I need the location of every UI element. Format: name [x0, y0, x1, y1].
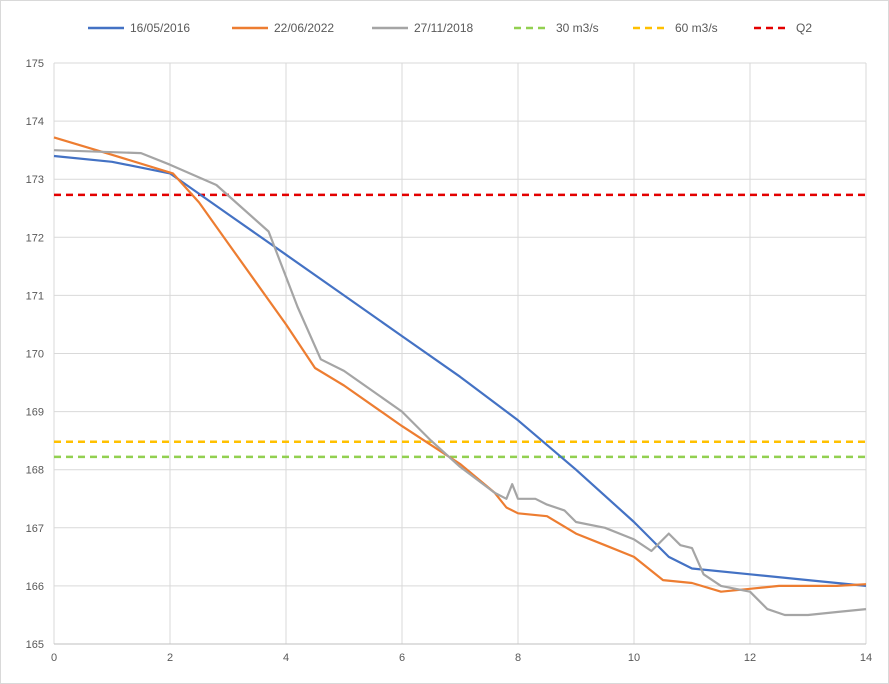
y-tick-label: 165	[26, 639, 44, 651]
y-tick-label: 171	[26, 290, 44, 302]
y-tick-label: 170	[26, 349, 44, 361]
series-layer	[53, 136, 867, 617]
legend-item-5: 60 m3/s	[633, 21, 718, 35]
y-tick-label: 175	[26, 58, 44, 70]
legend-label: 27/11/2018	[414, 21, 473, 35]
x-tick-label: 0	[51, 652, 57, 664]
x-tick-label: 8	[515, 652, 521, 664]
x-tick-label: 14	[860, 652, 872, 664]
legend-label: 60 m3/s	[675, 21, 718, 35]
grid-layer	[53, 62, 867, 645]
legend-label: Q2	[796, 21, 812, 35]
y-tick-label: 174	[26, 116, 44, 128]
series-line-2	[53, 136, 867, 593]
axis-layer: 165 166 167 168 169 170 171 172 173 174 175 0 2 4 6 8 10…	[26, 58, 872, 664]
x-tick-label: 4	[283, 652, 289, 664]
x-tick-label: 10	[628, 652, 640, 664]
y-tick-label: 168	[26, 465, 44, 477]
legend-item-1: 16/05/2016	[88, 21, 190, 35]
legend: 16/05/2016 22/06/2022 27/11/2018 30 m3/s 60 …	[88, 21, 812, 35]
x-tick-label: 6	[399, 652, 405, 664]
x-tick-label: 2	[167, 652, 173, 664]
series-line-1	[53, 154, 867, 587]
legend-label: 16/05/2016	[130, 21, 190, 35]
y-tick-label: 173	[26, 174, 44, 186]
y-tick-label: 169	[26, 407, 44, 419]
legend-item-4: 30 m3/s	[514, 21, 599, 35]
series-line-3	[53, 149, 867, 617]
legend-item-3: 27/11/2018	[372, 21, 473, 35]
legend-label: 22/06/2022	[274, 21, 334, 35]
legend-item-6: Q2	[754, 21, 812, 35]
legend-item-2: 22/06/2022	[232, 21, 334, 35]
y-tick-label: 172	[26, 232, 44, 244]
x-tick-label: 12	[744, 652, 756, 664]
y-tick-label: 167	[26, 523, 44, 535]
y-tick-label: 166	[26, 581, 44, 593]
legend-label: 30 m3/s	[556, 21, 599, 35]
